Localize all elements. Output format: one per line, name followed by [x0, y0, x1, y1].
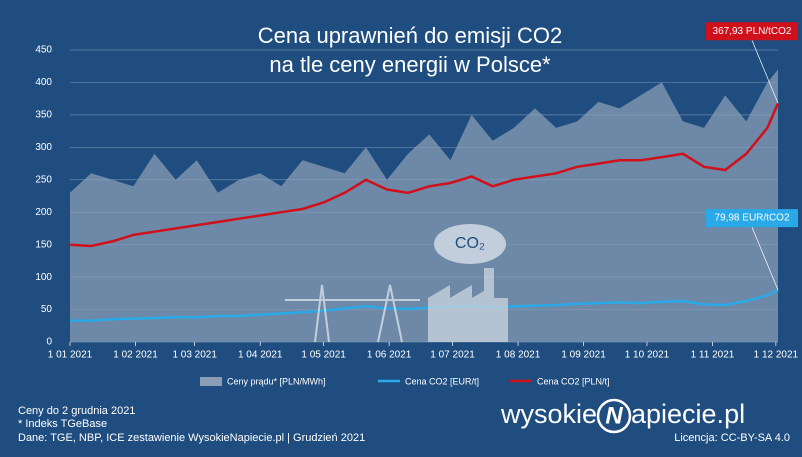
chart-title: Cena uprawnień do emisji CO2	[258, 23, 563, 48]
label-leader	[751, 40, 779, 104]
brand-logo	[596, 398, 632, 434]
x-tick-label: 1 12 2021	[754, 350, 799, 361]
end-label: 79,98 EUR/tCO2	[714, 213, 789, 224]
end-label-box	[706, 209, 798, 228]
chart-title: na tle ceny energii w Polsce*	[269, 52, 551, 77]
note: Ceny do 2 grudnia 2021	[18, 405, 135, 417]
end-label: 367,93 PLN/tCO2	[713, 26, 792, 37]
y-tick-label: 50	[41, 304, 53, 315]
y-tick-label: 400	[35, 77, 52, 88]
x-tick-label: 1 02 2021	[113, 350, 158, 361]
legend-swatch	[200, 377, 222, 386]
y-tick-label: 200	[35, 207, 52, 218]
y-tick-label: 0	[46, 337, 52, 348]
x-tick-label: 1 10 2021	[625, 350, 670, 361]
y-tick-label: 100	[35, 272, 52, 283]
x-tick-label: 1 06 2021	[367, 350, 412, 361]
note: * Indeks TGeBase	[18, 418, 107, 430]
x-tick-label: 1 11 2021	[691, 350, 735, 361]
line	[69, 102, 780, 248]
x-tick-label: 1 05 2021	[301, 350, 346, 361]
y-tick-label: 300	[35, 142, 52, 153]
legend-label: Cena CO2 [PLN/t]	[537, 376, 610, 386]
x-tick-label: 1 01 2021	[48, 350, 93, 361]
note: Dane: TGE, NBP, ICE zestawienie WysokieN…	[18, 432, 365, 444]
illustration	[285, 224, 508, 343]
license: Licencja: CC-BY-SA 4.0	[674, 432, 790, 444]
x-tick-label: 1 07 2021	[430, 350, 475, 361]
cloud-label: CO₂	[455, 235, 485, 252]
legend-label: Ceny prądu* [PLN/MWh]	[227, 376, 326, 386]
end-label-box	[706, 22, 798, 41]
brand: apiecie.pl	[631, 399, 745, 429]
brand: N	[605, 402, 623, 429]
x-tick-label: 1 09 2021	[561, 350, 606, 361]
x-tick-label: 1 03 2021	[172, 350, 217, 361]
x-tick-label: 1 04 2021	[238, 350, 283, 361]
brand: wysokie	[500, 399, 597, 429]
y-tick-label: 150	[35, 239, 52, 250]
area	[70, 69, 778, 342]
legend-label: Cena CO2 [EUR/t]	[405, 376, 479, 386]
y-tick-label: 250	[35, 174, 52, 185]
y-tick-label: 450	[35, 45, 52, 56]
x-tick-label: 1 08 2021	[496, 350, 541, 361]
y-tick-label: 350	[35, 110, 52, 121]
label-leader	[751, 226, 779, 291]
